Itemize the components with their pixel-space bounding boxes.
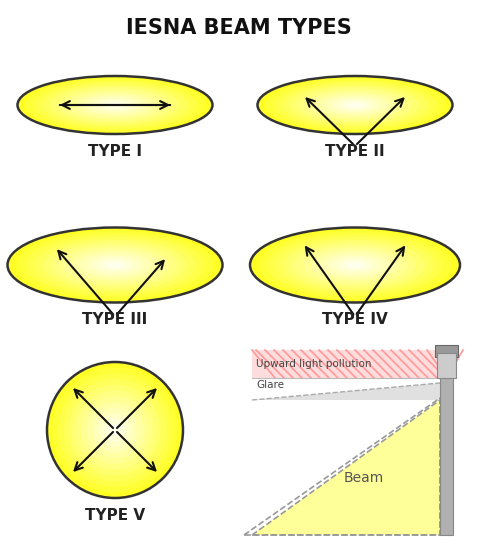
Ellipse shape	[303, 246, 408, 284]
Ellipse shape	[79, 253, 151, 277]
Ellipse shape	[306, 90, 404, 119]
Ellipse shape	[34, 81, 196, 129]
Text: TYPE III: TYPE III	[82, 312, 148, 328]
Bar	[252, 350, 447, 378]
Ellipse shape	[83, 95, 148, 115]
Ellipse shape	[52, 243, 178, 287]
Text: Beam: Beam	[344, 470, 384, 485]
Ellipse shape	[266, 78, 445, 132]
Ellipse shape	[315, 93, 396, 117]
Circle shape	[104, 418, 126, 441]
Ellipse shape	[268, 234, 443, 296]
Text: TYPE V: TYPE V	[85, 508, 145, 523]
Ellipse shape	[347, 103, 363, 107]
Ellipse shape	[331, 98, 380, 112]
Ellipse shape	[337, 259, 372, 271]
Ellipse shape	[346, 262, 364, 268]
Ellipse shape	[339, 100, 371, 110]
Ellipse shape	[323, 95, 388, 115]
Bar	[437, 353, 456, 378]
Ellipse shape	[285, 240, 425, 290]
Ellipse shape	[106, 262, 124, 268]
Circle shape	[76, 391, 155, 470]
Circle shape	[70, 385, 160, 475]
Circle shape	[87, 401, 143, 458]
Ellipse shape	[294, 243, 416, 287]
Ellipse shape	[276, 237, 434, 293]
Ellipse shape	[25, 234, 205, 296]
Ellipse shape	[259, 231, 451, 299]
Polygon shape	[252, 400, 440, 535]
Text: Upward light pollution: Upward light pollution	[256, 359, 371, 369]
Ellipse shape	[91, 98, 140, 112]
Circle shape	[47, 362, 183, 498]
Ellipse shape	[16, 231, 214, 299]
Ellipse shape	[75, 93, 156, 117]
Circle shape	[92, 408, 138, 453]
Circle shape	[58, 374, 172, 487]
Ellipse shape	[107, 103, 123, 107]
Ellipse shape	[290, 86, 420, 124]
Circle shape	[98, 413, 132, 447]
Ellipse shape	[250, 228, 460, 302]
Bar	[435, 345, 458, 357]
Text: IESNA BEAM TYPES: IESNA BEAM TYPES	[126, 18, 352, 38]
Circle shape	[64, 379, 166, 481]
Ellipse shape	[97, 259, 133, 271]
Ellipse shape	[329, 255, 381, 275]
Ellipse shape	[274, 81, 436, 129]
Ellipse shape	[88, 255, 142, 275]
Ellipse shape	[61, 246, 169, 284]
Ellipse shape	[282, 83, 428, 127]
Text: TYPE II: TYPE II	[325, 144, 385, 159]
Ellipse shape	[320, 253, 390, 277]
Text: TYPE IV: TYPE IV	[322, 312, 388, 328]
Circle shape	[53, 368, 177, 492]
Ellipse shape	[26, 78, 205, 132]
Ellipse shape	[258, 76, 453, 134]
Ellipse shape	[311, 249, 399, 281]
Polygon shape	[252, 383, 440, 400]
Ellipse shape	[99, 100, 131, 110]
Ellipse shape	[43, 240, 187, 290]
Text: Glare: Glare	[256, 380, 284, 390]
Ellipse shape	[66, 90, 164, 119]
Ellipse shape	[298, 88, 412, 122]
Ellipse shape	[34, 237, 196, 293]
Ellipse shape	[8, 228, 222, 302]
Ellipse shape	[70, 249, 160, 281]
Bar	[440, 363, 453, 535]
Circle shape	[109, 424, 120, 435]
Ellipse shape	[42, 83, 188, 127]
Ellipse shape	[18, 76, 213, 134]
Ellipse shape	[58, 88, 172, 122]
Circle shape	[81, 396, 149, 464]
Ellipse shape	[50, 86, 180, 124]
Text: TYPE I: TYPE I	[88, 144, 142, 159]
